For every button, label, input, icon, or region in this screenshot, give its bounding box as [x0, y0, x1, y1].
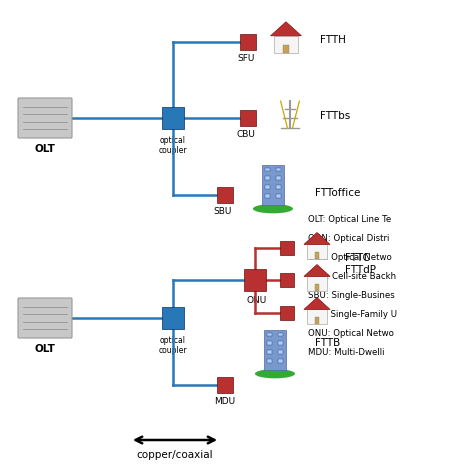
Text: MDU: Multi-Dwelli: MDU: Multi-Dwelli: [308, 348, 384, 357]
Bar: [274, 36, 298, 53]
Text: copper/coaxial: copper/coaxial: [137, 450, 213, 460]
Bar: [278, 359, 283, 363]
Bar: [267, 341, 272, 345]
Bar: [315, 317, 319, 324]
Bar: [217, 377, 233, 393]
Bar: [267, 350, 272, 354]
Polygon shape: [304, 233, 330, 245]
FancyBboxPatch shape: [18, 298, 72, 338]
Bar: [280, 306, 294, 320]
Text: OLT: Optical Line Te: OLT: Optical Line Te: [308, 215, 391, 224]
Text: optical
coupler: optical coupler: [159, 336, 187, 356]
Bar: [162, 107, 184, 129]
Bar: [240, 110, 256, 126]
Text: CBU: Cell-site Backh: CBU: Cell-site Backh: [308, 272, 396, 281]
Bar: [267, 333, 272, 336]
Ellipse shape: [255, 369, 295, 378]
Bar: [280, 241, 294, 255]
Bar: [278, 333, 283, 336]
Bar: [278, 341, 283, 345]
Text: SBU: Single-Busines: SBU: Single-Busines: [308, 291, 395, 300]
Bar: [244, 269, 266, 291]
Bar: [267, 359, 272, 363]
Bar: [162, 307, 184, 329]
Bar: [278, 350, 283, 354]
Text: MDU: MDU: [214, 397, 236, 406]
FancyBboxPatch shape: [18, 98, 72, 138]
Text: ONU: Optical Netwo: ONU: Optical Netwo: [308, 329, 394, 338]
Bar: [217, 187, 233, 203]
Text: ONU: ONU: [247, 296, 267, 305]
Bar: [262, 165, 284, 205]
Ellipse shape: [253, 204, 293, 213]
Bar: [307, 310, 327, 324]
Polygon shape: [271, 22, 301, 36]
Text: SFU: SFU: [237, 54, 255, 63]
Bar: [280, 273, 294, 287]
Bar: [276, 168, 281, 171]
Text: OLT: OLT: [35, 144, 55, 154]
Polygon shape: [304, 298, 330, 310]
Bar: [240, 34, 256, 50]
Text: optical
coupler: optical coupler: [159, 136, 187, 155]
Text: FTTbs: FTTbs: [320, 111, 350, 121]
Bar: [283, 45, 289, 53]
Polygon shape: [304, 264, 330, 276]
Text: SFU: Single-Family U: SFU: Single-Family U: [308, 310, 397, 319]
Text: ODN: Optical Distri: ODN: Optical Distri: [308, 234, 389, 243]
Bar: [265, 168, 270, 171]
Bar: [265, 185, 270, 189]
Text: OLT: OLT: [35, 344, 55, 354]
Text: FTTH: FTTH: [320, 35, 346, 45]
Text: CBU: CBU: [237, 130, 255, 139]
Text: FTToffice: FTToffice: [315, 188, 360, 198]
Bar: [315, 252, 319, 259]
Bar: [264, 330, 286, 370]
Bar: [276, 185, 281, 189]
Bar: [276, 194, 281, 198]
Bar: [307, 245, 327, 259]
Bar: [307, 276, 327, 291]
Bar: [265, 194, 270, 198]
Bar: [315, 284, 319, 291]
Text: SBU: SBU: [214, 207, 232, 216]
Text: FTTC
FTTdP: FTTC FTTdP: [345, 253, 376, 275]
Bar: [265, 176, 270, 180]
Text: FTTB: FTTB: [315, 338, 340, 348]
Bar: [276, 176, 281, 180]
Text: ONT: Optical Netwo: ONT: Optical Netwo: [308, 253, 392, 262]
